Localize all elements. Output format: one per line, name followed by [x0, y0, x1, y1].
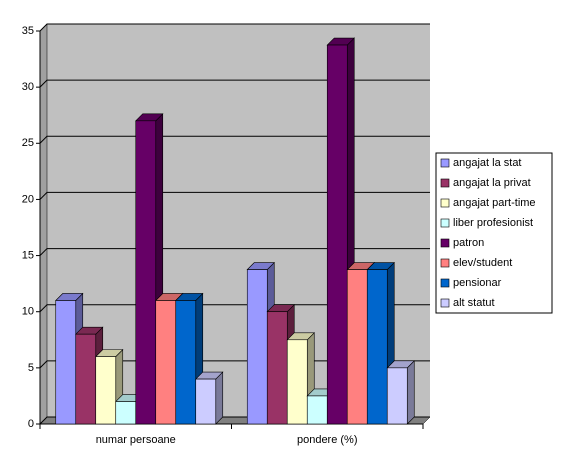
bar — [366, 269, 388, 425]
bar — [386, 367, 408, 425]
bar — [175, 300, 197, 425]
y-tick-label: 0 — [28, 418, 34, 430]
grid-line — [39, 23, 430, 32]
bar — [115, 401, 137, 425]
bar — [135, 120, 157, 425]
y-tick-label: 15 — [22, 249, 34, 261]
bar — [246, 269, 268, 425]
legend-label: angajat part-time — [453, 197, 536, 209]
legend-swatch — [440, 178, 450, 188]
y-tick-label: 30 — [22, 81, 34, 93]
legend-swatch — [440, 258, 450, 268]
legend-swatch — [440, 278, 450, 288]
legend-swatch — [440, 158, 450, 168]
bar — [306, 395, 328, 425]
bar — [55, 300, 77, 425]
x-tick-label: numar persoane — [96, 434, 176, 446]
bar — [286, 339, 308, 425]
y-tick-label: 5 — [28, 362, 34, 374]
legend-swatch — [440, 238, 450, 248]
bar — [266, 311, 288, 425]
bar — [75, 333, 97, 425]
bar-side — [215, 371, 224, 425]
x-tick-label: pondere (%) — [297, 434, 358, 446]
legend-label: elev/student — [453, 257, 512, 269]
legend-swatch — [440, 298, 450, 308]
bar — [326, 44, 348, 425]
grid-line — [39, 248, 430, 256]
legend-label: pensionar — [453, 277, 502, 289]
bar — [95, 356, 117, 425]
y-tick-label: 10 — [22, 306, 34, 318]
grid-line — [39, 191, 430, 200]
bar — [155, 300, 177, 425]
legend-label: angajat la stat — [453, 157, 522, 169]
grid-line — [39, 135, 430, 144]
bar-side — [406, 360, 415, 425]
y-tick-label: 20 — [22, 193, 34, 205]
legend-swatch — [440, 198, 450, 208]
grid-line — [39, 79, 430, 88]
legend-box — [435, 152, 553, 314]
legend-label: angajat la privat — [453, 177, 531, 189]
bar — [346, 269, 368, 425]
grid-line — [39, 304, 430, 313]
legend-swatch — [440, 218, 450, 228]
y-tick-label: 35 — [22, 25, 34, 37]
legend-label: alt statut — [453, 297, 495, 309]
legend-label: patron — [453, 237, 484, 249]
legend-label: liber profesionist — [453, 217, 533, 229]
bar — [195, 378, 217, 425]
y-tick-label: 25 — [22, 137, 34, 149]
